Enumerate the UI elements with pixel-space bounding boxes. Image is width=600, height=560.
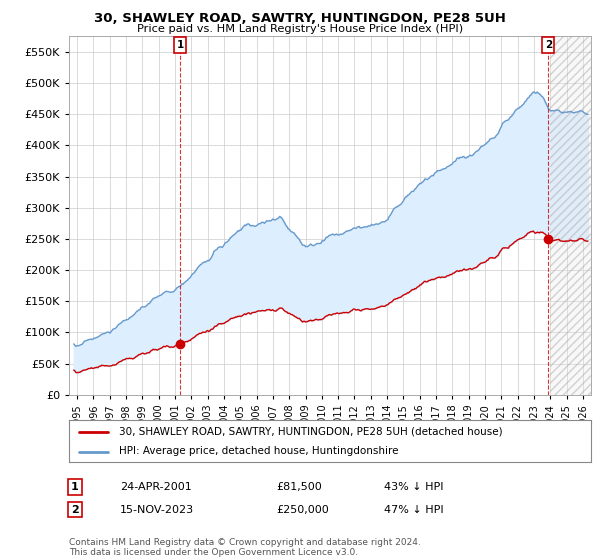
Text: HPI: Average price, detached house, Huntingdonshire: HPI: Average price, detached house, Hunt… <box>119 446 398 456</box>
Bar <box>550 36 591 395</box>
Text: 47% ↓ HPI: 47% ↓ HPI <box>384 505 443 515</box>
Text: Price paid vs. HM Land Registry's House Price Index (HPI): Price paid vs. HM Land Registry's House … <box>137 24 463 34</box>
Text: £250,000: £250,000 <box>276 505 329 515</box>
Text: 30, SHAWLEY ROAD, SAWTRY, HUNTINGDON, PE28 5UH (detached house): 30, SHAWLEY ROAD, SAWTRY, HUNTINGDON, PE… <box>119 427 502 437</box>
Text: Contains HM Land Registry data © Crown copyright and database right 2024.
This d: Contains HM Land Registry data © Crown c… <box>69 538 421 557</box>
Bar <box>550 36 591 395</box>
Text: 24-APR-2001: 24-APR-2001 <box>120 482 192 492</box>
Text: 2: 2 <box>71 505 79 515</box>
Text: £81,500: £81,500 <box>276 482 322 492</box>
Text: 43% ↓ HPI: 43% ↓ HPI <box>384 482 443 492</box>
Text: 1: 1 <box>176 40 184 50</box>
Text: 30, SHAWLEY ROAD, SAWTRY, HUNTINGDON, PE28 5UH: 30, SHAWLEY ROAD, SAWTRY, HUNTINGDON, PE… <box>94 12 506 25</box>
Text: 2: 2 <box>545 40 552 50</box>
Text: 1: 1 <box>71 482 79 492</box>
Text: 15-NOV-2023: 15-NOV-2023 <box>120 505 194 515</box>
